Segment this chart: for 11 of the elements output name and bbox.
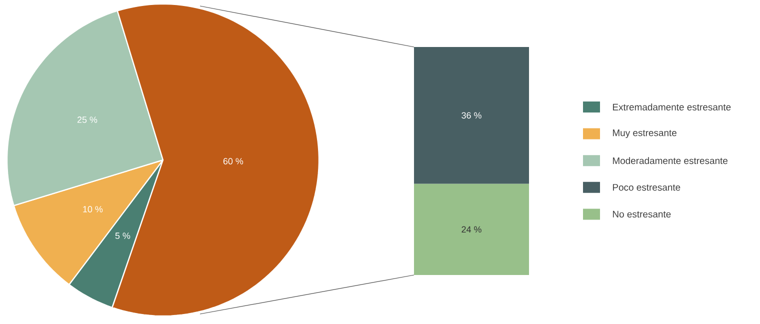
data-label: 10 % [83, 206, 103, 212]
data-label: 60 % [223, 158, 244, 164]
data-label: 25 % [77, 116, 98, 123]
legend-label: Poco estresante [612, 184, 680, 191]
data-label: 5 % [115, 232, 130, 239]
data-label: 24 % [462, 226, 482, 233]
legend-label: Moderadamente estresante [612, 157, 728, 164]
legend-label: Muy estresante [612, 130, 676, 138]
legend-label: No estresante [612, 210, 671, 218]
data-label: 36 % [462, 112, 482, 119]
legend-label: Extremadamente estresante [612, 104, 731, 110]
